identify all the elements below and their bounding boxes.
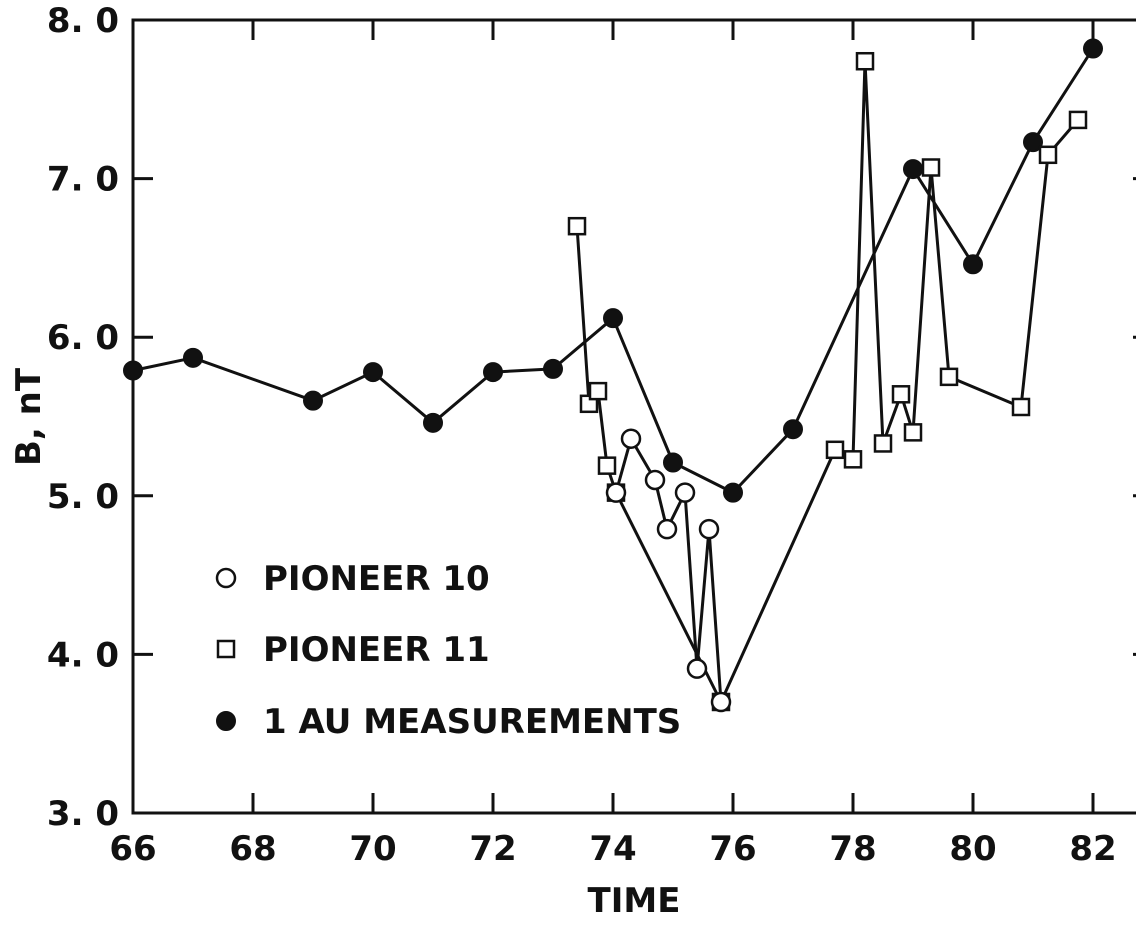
data-point-pioneer-11-12	[921, 158, 941, 177]
data-point-1-au-measurements-3	[363, 362, 383, 383]
series-markers	[123, 38, 1103, 713]
legend-label-1au-measurements: 1 AU MEASUREMENTS	[263, 702, 681, 742]
data-point-1-au-measurements-9	[723, 482, 743, 503]
legend-marker-1-au-measurements	[216, 711, 236, 731]
legend-markers	[215, 567, 237, 731]
x-tick-label-74: 74	[589, 829, 636, 869]
data-point-1-au-measurements-7	[603, 308, 623, 329]
data-point-pioneer-10-7	[710, 691, 732, 713]
data-point-1-au-measurements-4	[423, 412, 443, 433]
data-point-1-au-measurements-6	[543, 358, 563, 379]
data-point-pioneer-10-1	[620, 428, 642, 449]
data-point-1-au-measurements-0	[123, 360, 143, 381]
legend-label-pioneer-11: PIONEER 11	[263, 630, 490, 670]
y-tick-label-5: 5. 0	[47, 477, 119, 517]
series-line-pioneer-11	[575, 59, 1080, 704]
data-point-pioneer-10-5	[686, 658, 708, 679]
x-tick-label-76: 76	[709, 829, 756, 869]
y-tick-label-3: 3. 0	[47, 794, 119, 834]
data-point-pioneer-11-14	[1011, 397, 1031, 417]
series-line-1-au-measurements	[132, 47, 1095, 495]
tick-labels: 66 68 70 72 74 76 78 80 82 3. 0 4. 0 5. 0 6. 0 7. 0 8.…	[47, 1, 1117, 869]
x-tick-label-72: 72	[469, 829, 516, 869]
x-tick-label-78: 78	[829, 829, 876, 869]
x-tick-label-68: 68	[229, 829, 276, 869]
plot-area-frame	[131, 18, 1136, 815]
x-tick-label-66: 66	[109, 829, 156, 869]
y-axis-title: B, nT	[9, 367, 49, 466]
data-point-pioneer-10-3	[656, 518, 678, 540]
data-point-pioneer-11-11	[903, 423, 923, 442]
y-tick-label-7: 7. 0	[47, 160, 119, 200]
data-point-pioneer-11-6	[825, 440, 845, 460]
data-point-pioneer-11-13	[939, 367, 959, 387]
x-tick-label-80: 80	[949, 829, 996, 869]
data-point-1-au-measurements-2	[303, 390, 323, 411]
x-axis-title: TIME	[588, 881, 681, 921]
y-tick-label-8: 8. 0	[47, 1, 119, 41]
data-point-1-au-measurements-10	[783, 419, 803, 440]
data-point-pioneer-11-3	[597, 456, 617, 475]
legend: PIONEER 10 PIONEER 11 1 AU MEASUREMENTS	[215, 559, 681, 742]
data-point-1-au-measurements-1	[183, 347, 203, 368]
x-tick-label-70: 70	[349, 829, 396, 869]
data-point-pioneer-11-2	[588, 381, 608, 401]
legend-label-pioneer-10: PIONEER 10	[263, 559, 490, 599]
data-point-1-au-measurements-12	[963, 254, 983, 275]
data-point-pioneer-11-9	[873, 434, 893, 453]
legend-marker-pioneer-11	[216, 639, 236, 659]
data-point-pioneer-11-8	[855, 51, 875, 71]
data-point-pioneer-10-4	[674, 482, 696, 503]
data-point-pioneer-10-6	[698, 518, 720, 540]
data-point-pioneer-11-7	[843, 450, 863, 469]
data-point-pioneer-10-0	[605, 482, 627, 503]
data-point-pioneer-11-16	[1068, 110, 1088, 130]
legend-marker-pioneer-10	[215, 567, 237, 589]
data-point-pioneer-11-0	[567, 216, 587, 236]
data-point-1-au-measurements-11	[903, 159, 923, 180]
y-tick-label-6: 6. 0	[47, 318, 119, 358]
axis-ticks	[131, 18, 1136, 815]
data-point-1-au-measurements-8	[663, 452, 683, 473]
data-point-pioneer-11-15	[1038, 145, 1058, 165]
y-tick-label-4: 4. 0	[47, 635, 119, 675]
data-point-1-au-measurements-14	[1083, 38, 1103, 59]
x-tick-label-82: 82	[1069, 829, 1116, 869]
data-point-1-au-measurements-13	[1023, 132, 1043, 153]
data-point-pioneer-11-10	[891, 385, 911, 404]
data-point-pioneer-10-2	[644, 469, 666, 491]
data-point-1-au-measurements-5	[483, 362, 503, 383]
